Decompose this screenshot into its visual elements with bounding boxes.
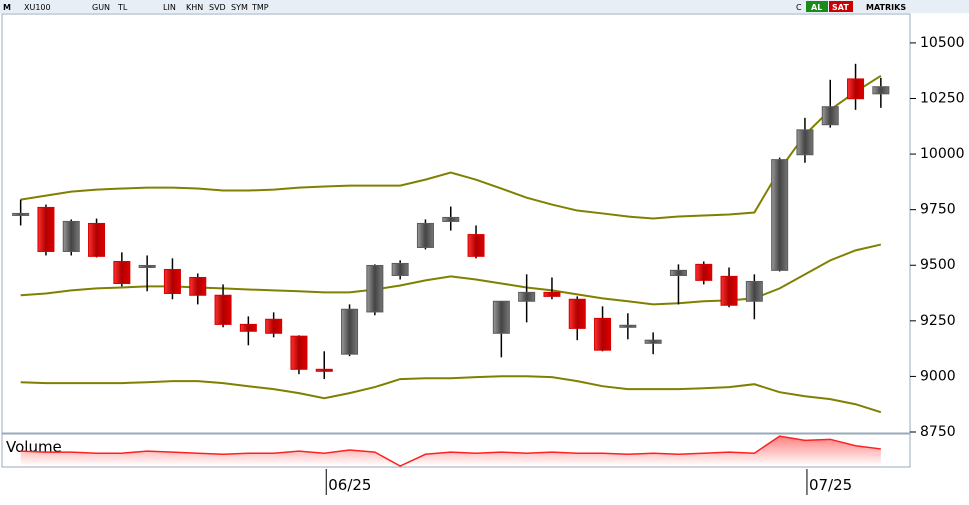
brand: MATRIKS (866, 3, 906, 12)
candle-body (189, 276, 207, 296)
candle-body (669, 269, 687, 276)
candle-body (239, 323, 257, 332)
candle-body (163, 268, 181, 294)
volume-line (20, 435, 881, 467)
sell-button[interactable]: SAT (832, 3, 849, 12)
symbol[interactable]: XU100 (24, 3, 51, 12)
candle-body (518, 291, 536, 302)
y-tick-label: 10000 (920, 146, 965, 162)
candle-body (214, 294, 232, 325)
band-lower (20, 375, 882, 414)
candle-body (872, 86, 890, 95)
candle-body (290, 335, 308, 370)
candle-body (467, 234, 485, 257)
volume-area (20, 436, 881, 466)
candle-body (771, 159, 789, 271)
candle-body (720, 275, 738, 306)
toolbar-button[interactable]: KHN (186, 3, 203, 12)
toolbar-button[interactable]: GUN (92, 3, 110, 12)
candle-body (644, 339, 662, 344)
buy-button[interactable]: AL (811, 3, 822, 12)
candle-body (543, 291, 561, 297)
candle-body (391, 262, 409, 276)
toolbar-button[interactable]: SYM (231, 3, 248, 12)
toolbar-button[interactable]: TL (117, 3, 128, 12)
candle-body (341, 308, 359, 355)
y-tick-label: 9750 (920, 202, 956, 218)
candle-body (88, 222, 106, 257)
x-tick-label: 07/25 (809, 476, 852, 494)
toolbar-button[interactable]: SVD (209, 3, 226, 12)
y-tick-label: 9500 (920, 257, 956, 273)
x-tick-label: 06/25 (328, 476, 371, 494)
candle-body (745, 280, 763, 302)
candle-body (695, 263, 713, 281)
band-upper (20, 74, 882, 220)
sell-bg (829, 1, 853, 12)
y-tick-label: 9250 (920, 313, 956, 329)
logo: M (3, 3, 11, 12)
candle-body (821, 106, 839, 126)
toolbar-button[interactable]: LIN (163, 3, 176, 12)
x-axis (0, 469, 969, 501)
candle-body (62, 220, 80, 252)
candle-body (594, 317, 612, 351)
candle-body (619, 324, 637, 328)
candle-body (847, 78, 865, 100)
candle-body (113, 260, 131, 284)
candle-body (568, 298, 586, 329)
candle-body (315, 368, 333, 372)
y-tick-label: 10500 (920, 35, 965, 51)
y-tick-label: 9000 (920, 368, 956, 384)
candle-body (366, 264, 384, 313)
candle-body (138, 264, 156, 268)
candle-body (442, 216, 460, 222)
buy-bg (806, 1, 828, 12)
candle-body (265, 318, 283, 334)
y-tick-label: 10250 (920, 90, 965, 106)
candle-body (492, 300, 510, 334)
plot-area (1, 13, 911, 434)
candle-body (796, 129, 814, 156)
y-tick-label: 8750 (920, 424, 956, 440)
toolbar-button[interactable]: TMP (251, 3, 269, 12)
candle-body (37, 206, 55, 252)
candle-body (416, 222, 434, 248)
toolbar (0, 0, 969, 13)
c-button[interactable]: C (796, 3, 802, 12)
candle-body (12, 212, 30, 216)
